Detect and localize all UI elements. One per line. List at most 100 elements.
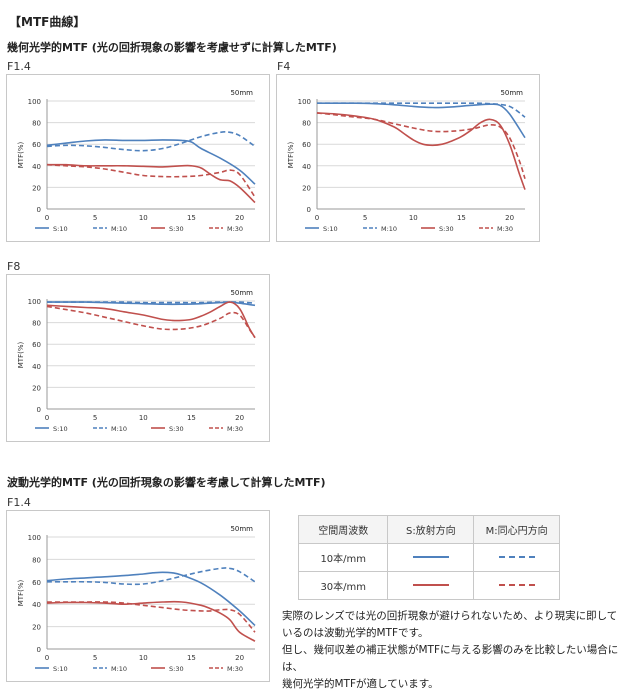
note-line: 但し、幾何収差の補正状態がMTFに与える影響のみを比較したい場合には、 <box>282 644 619 673</box>
series-line-s-30 <box>46 163 256 204</box>
legend-label: S:10 <box>53 425 68 433</box>
x-tick-label: 10 <box>139 654 148 662</box>
y-tick-label: 40 <box>32 163 41 171</box>
legend-label: M:10 <box>381 225 397 233</box>
y-tick-label: 80 <box>32 120 41 128</box>
y-tick-label: 20 <box>32 624 41 632</box>
x-tick-label: 20 <box>505 214 514 222</box>
mtf-chart-geo-f14: 0 20 40 60 80 100 0 5 10 15 20 MTF(%) 50mm S:10 M:10 S:… <box>6 74 270 242</box>
y-tick-label: 100 <box>28 98 41 106</box>
y-tick-label: 40 <box>32 363 41 371</box>
table-header-cell: 空間周波数 <box>297 515 389 544</box>
wave-mtf-title: 波動光学的MTF (光の回折現象の影響を考慮して計算したMTF) <box>7 476 326 489</box>
y-axis-label: MTF(%) <box>17 142 25 169</box>
x-tick-label: 15 <box>457 214 466 222</box>
series-line-s-30 <box>46 301 256 339</box>
note-line: 幾何光学的MTFが適しています。 <box>282 678 439 690</box>
focal-length-label: 50mm <box>230 289 253 297</box>
legend-label: S:30 <box>169 425 184 433</box>
table-row: 10本/mm <box>297 543 560 572</box>
table-header-row: 空間周波数 S:放射方向 M:同心円方向 <box>297 515 560 544</box>
legend-label: S:10 <box>53 225 68 233</box>
legend-label: M:10 <box>111 425 127 433</box>
f-number-label: F1.4 <box>7 496 31 509</box>
y-tick-label: 100 <box>28 298 41 306</box>
dashed-line-swatch <box>473 543 560 572</box>
explanatory-note: 実際のレンズでは光の回折現象が避けられないため、より現実に即して いるのは波動光… <box>282 608 634 693</box>
frequency-cell: 10本/mm <box>297 543 389 572</box>
mtf-chart-svg: 0 20 40 60 80 100 0 5 10 15 20 MTF(%) 50mm S:10 M:10 S:… <box>287 89 526 233</box>
legend-label: S:30 <box>439 225 454 233</box>
series-line-m-30 <box>316 112 526 180</box>
series-line-s-10 <box>46 571 256 627</box>
note-line: 実際のレンズでは光の回折現象が避けられないため、より現実に即して <box>282 610 618 622</box>
y-axis-label: MTF(%) <box>17 580 25 607</box>
y-tick-label: 0 <box>307 206 311 214</box>
x-tick-label: 5 <box>93 654 97 662</box>
y-tick-label: 60 <box>32 579 41 587</box>
series-line-m-30 <box>46 163 256 198</box>
legend-label: M:10 <box>111 225 127 233</box>
x-tick-label: 15 <box>187 654 196 662</box>
y-tick-label: 60 <box>302 141 311 149</box>
legend-label: S:30 <box>169 225 184 233</box>
table-row: 30本/mm <box>297 571 560 600</box>
y-tick-label: 60 <box>32 141 41 149</box>
y-tick-label: 100 <box>28 534 41 542</box>
legend-label: M:30 <box>227 225 243 233</box>
x-tick-label: 0 <box>315 214 319 222</box>
mtf-chart-wave-f14: 0 20 40 60 80 100 0 5 10 15 20 MTF(%) 50mm S:10 M:10 S:… <box>6 510 270 682</box>
x-tick-label: 0 <box>45 214 49 222</box>
legend-label: S:30 <box>169 665 184 673</box>
series-line-m-10 <box>46 131 256 152</box>
series-line-m-10 <box>47 301 256 304</box>
y-tick-label: 40 <box>32 601 41 609</box>
y-tick-label: 0 <box>37 646 41 654</box>
focal-length-label: 50mm <box>230 89 253 97</box>
solid-line-swatch <box>387 543 475 572</box>
legend-label: S:10 <box>323 225 338 233</box>
focal-length-label: 50mm <box>500 89 523 97</box>
series-line-m-10 <box>46 567 256 586</box>
dashed-line-swatch <box>473 571 560 600</box>
focal-length-label: 50mm <box>230 525 253 533</box>
legend-label: M:30 <box>227 425 243 433</box>
y-tick-label: 20 <box>302 184 311 192</box>
series-line-s-30 <box>46 600 256 642</box>
note-line: いるのは波動光学的MTFです。 <box>282 627 429 639</box>
y-tick-label: 40 <box>302 163 311 171</box>
x-tick-label: 0 <box>45 654 49 662</box>
y-tick-label: 80 <box>32 320 41 328</box>
series-line-m-30 <box>46 305 256 339</box>
y-axis-label: MTF(%) <box>287 142 295 169</box>
legend-label: S:10 <box>53 665 68 673</box>
series-line-s-10 <box>46 139 256 185</box>
y-tick-label: 80 <box>32 556 41 564</box>
frequency-cell: 30本/mm <box>297 571 389 600</box>
y-tick-label: 80 <box>302 120 311 128</box>
table-header-cell: S:放射方向 <box>387 515 475 544</box>
table-header-cell: M:同心円方向 <box>473 515 560 544</box>
mtf-chart-geo-f8: 0 20 40 60 80 100 0 5 10 15 20 MTF(%) 50mm S:10 M:10 S:… <box>6 274 270 442</box>
f-number-label: F1.4 <box>7 60 31 73</box>
x-tick-label: 10 <box>409 214 418 222</box>
x-tick-label: 10 <box>139 214 148 222</box>
x-tick-label: 5 <box>93 214 97 222</box>
y-tick-label: 0 <box>37 406 41 414</box>
f-number-label: F4 <box>277 60 291 73</box>
x-tick-label: 20 <box>235 414 244 422</box>
y-tick-label: 100 <box>298 98 311 106</box>
y-tick-label: 20 <box>32 384 41 392</box>
series-line-m-10 <box>317 102 526 118</box>
series-line-s-10 <box>317 102 526 139</box>
x-tick-label: 5 <box>93 414 97 422</box>
x-tick-label: 20 <box>235 654 244 662</box>
solid-line-swatch <box>387 571 475 600</box>
y-tick-label: 20 <box>32 184 41 192</box>
series-line-m-30 <box>47 601 256 633</box>
geometric-mtf-title: 幾何光学的MTF (光の回折現象の影響を考慮せずに計算したMTF) <box>7 41 337 54</box>
section-heading: 【MTF曲線】 <box>9 15 86 29</box>
frequency-legend-table: 空間周波数 S:放射方向 M:同心円方向 10本/mm 30本/mm <box>297 515 560 600</box>
x-tick-label: 15 <box>187 414 196 422</box>
x-tick-label: 5 <box>363 214 367 222</box>
